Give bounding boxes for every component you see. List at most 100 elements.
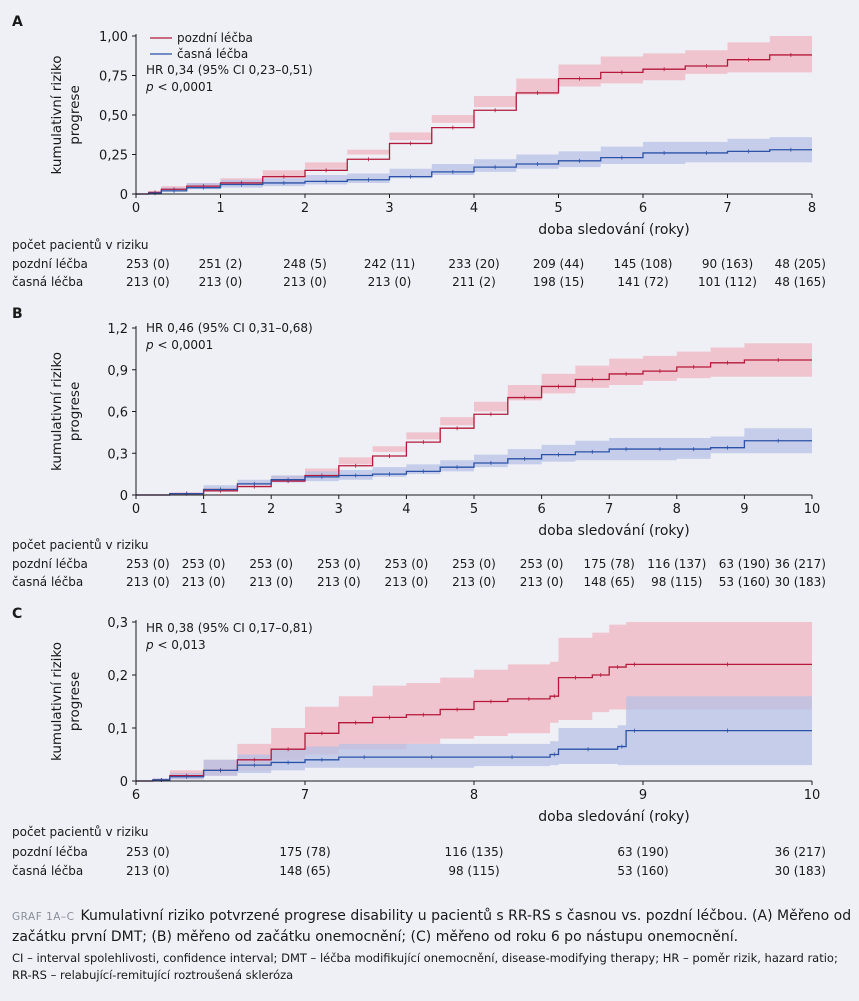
x-tick-label: 8 — [470, 788, 478, 803]
risk-row-label-late: pozdní léčba — [12, 257, 88, 271]
x-tick-label: 8 — [808, 201, 816, 216]
risk-title-a: počet pacientů v riziku — [12, 238, 149, 252]
risk-cell-early: 98 (115) — [448, 864, 500, 878]
x-tick-label: 10 — [804, 502, 821, 517]
risk-cell-early: 53 (160) — [617, 864, 669, 878]
y-tick-label: 0 — [120, 188, 128, 203]
risk-cell-early: 213 (0) — [452, 575, 496, 589]
risk-row-label-early: časná léčba — [12, 575, 84, 589]
risk-cell-late: 145 (108) — [613, 257, 673, 271]
risk-cell-early: 101 (112) — [698, 275, 757, 289]
risk-title-c: počet pacientů v riziku — [12, 825, 149, 839]
risk-cell-early: 30 (183) — [774, 864, 826, 878]
risk-cell-late: 48 (205) — [774, 257, 826, 271]
x-tick-label: 3 — [335, 502, 343, 517]
risk-cell-early: 213 (0) — [384, 575, 429, 589]
x-tick-label: 6 — [639, 201, 647, 216]
x-tick-label: 9 — [639, 788, 647, 803]
x-tick-label: 7 — [301, 788, 309, 803]
y-tick-label: 0,2 — [107, 669, 128, 684]
legend-label-early: časná léčba — [177, 47, 248, 61]
y-tick-label: 1,2 — [107, 322, 128, 337]
series-line-late — [136, 54, 812, 195]
x-axis-label: doba sledování (roky) — [538, 809, 690, 825]
risk-cell-late: 63 (190) — [718, 557, 771, 571]
risk-cell-late: 242 (11) — [363, 257, 416, 271]
risk-cell-early: 48 (165) — [774, 275, 826, 289]
y-tick-label: 0,3 — [107, 447, 128, 462]
x-tick-label: 7 — [723, 201, 731, 216]
x-tick-label: 1 — [216, 201, 224, 216]
risk-cell-late: 116 (137) — [647, 557, 707, 571]
risk-cell-early: 148 (65) — [583, 575, 635, 589]
risk-cell-late: 209 (44) — [532, 257, 585, 271]
panel-letter-a: A — [12, 14, 23, 30]
x-tick-label: 10 — [804, 788, 821, 803]
risk-cell-late: 116 (135) — [444, 845, 504, 859]
risk-title-b: počet pacientů v riziku — [12, 538, 149, 552]
x-tick-label: 3 — [385, 201, 393, 216]
risk-cell-late: 253 (0) — [452, 557, 496, 571]
panel-letter-b: B — [12, 306, 23, 322]
risk-cell-early: 213 (0) — [126, 864, 170, 878]
risk-row-label-early: časná léčba — [12, 275, 84, 289]
risk-cell-late: 36 (217) — [774, 845, 826, 859]
x-tick-label: 5 — [470, 502, 478, 517]
panel-letter-c: C — [12, 606, 23, 622]
risk-cell-late: 175 (78) — [583, 557, 635, 571]
series-line-late — [136, 359, 812, 496]
risk-row-late-c: pozdní léčba 253 (0) 175 (78) 116 (135) 63 … — [12, 844, 852, 860]
risk-cell-late: 253 (0) — [384, 557, 429, 571]
x-axis-label: doba sledování (roky) — [538, 222, 690, 238]
x-tick-label: 6 — [537, 502, 545, 517]
y-tick-label: 0 — [120, 489, 128, 504]
risk-cell-early: 213 (0) — [367, 275, 412, 289]
x-tick-label: 5 — [554, 201, 562, 216]
panel-b: B 0 1 2 3 4 5 6 7 8 9 10 0 0,3 0,6 0,9 1,2 doba sledován… — [0, 300, 859, 600]
p-value-text: p < 0,013 — [145, 638, 206, 652]
x-tick-label: 2 — [301, 201, 309, 216]
y-axis-label-line2: progrese — [67, 672, 83, 732]
risk-cell-early: 213 (0) — [316, 575, 361, 589]
risk-cell-late: 253 (0) — [126, 845, 170, 859]
risk-cell-early: 198 (15) — [532, 275, 585, 289]
p-value-text: p < 0,0001 — [145, 80, 213, 94]
caption-label: GRAF 1A–C — [12, 911, 75, 923]
risk-cell-late: 253 (0) — [126, 257, 170, 271]
y-tick-label: 0 — [120, 775, 128, 790]
risk-row-early-a: časná léčba 213 (0) 213 (0) 213 (0) 213 (0)… — [12, 274, 852, 290]
panel-c: C 6 7 8 9 10 0 0,1 0,2 0,3 doba sledování (roky) k… — [0, 600, 859, 900]
x-tick-label: 4 — [402, 502, 410, 517]
x-tick-label: 4 — [470, 201, 478, 216]
risk-cell-early: 148 (65) — [279, 864, 331, 878]
figure-caption: GRAF 1A–C Kumulativní riziko potvrzené pr… — [12, 906, 852, 947]
x-tick-label: 1 — [199, 502, 207, 517]
y-tick-label: 0,3 — [107, 616, 128, 631]
chart-b: 0 1 2 3 4 5 6 7 8 9 10 0 0,3 0,6 0,9 1,2 doba sledování … — [49, 321, 821, 539]
risk-cell-early: 213 (0) — [126, 575, 170, 589]
risk-cell-late: 175 (78) — [279, 845, 331, 859]
risk-cell-early: 211 (2) — [452, 275, 496, 289]
hazard-ratio-text: HR 0,34 (95% CI 0,23–0,51) — [146, 63, 313, 77]
series-line-early — [136, 149, 812, 195]
y-tick-label: 0,1 — [107, 722, 128, 737]
risk-cell-late: 248 (5) — [283, 257, 327, 271]
risk-cell-late: 233 (20) — [448, 257, 500, 271]
series-line-early — [136, 730, 812, 782]
risk-cell-late: 90 (163) — [701, 257, 754, 271]
x-tick-label: 9 — [740, 502, 748, 517]
risk-cell-early: 213 (0) — [126, 275, 170, 289]
risk-cell-late: 63 (190) — [617, 845, 669, 859]
caption-text: Kumulativní riziko potvrzené progrese di… — [12, 908, 852, 945]
risk-cell-late: 253 (0) — [181, 557, 226, 571]
risk-cell-late: 253 (0) — [249, 557, 294, 571]
risk-cell-early: 213 (0) — [283, 275, 327, 289]
hazard-ratio-text: HR 0,46 (95% CI 0,31–0,68) — [146, 321, 313, 335]
x-axis-label: doba sledování (roky) — [538, 523, 690, 539]
abbreviations-note: CI – interval spolehlivosti, confidence … — [12, 951, 838, 982]
panel-a: A 0 1 2 3 4 5 6 7 8 0 0,25 0,50 0,75 1,00 doba sledová… — [0, 0, 859, 300]
risk-cell-early: 213 (0) — [198, 275, 243, 289]
risk-cell-early: 30 (183) — [774, 575, 826, 589]
y-tick-label: 0,6 — [107, 406, 128, 421]
x-tick-label: 0 — [132, 502, 140, 517]
